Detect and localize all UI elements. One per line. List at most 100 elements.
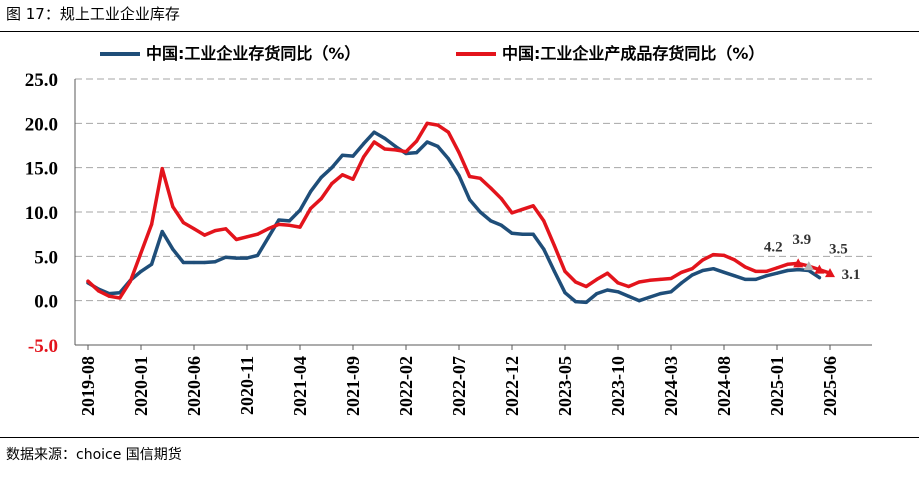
data-point-finished-goods-inventory (468, 174, 472, 179)
data-point-finished-goods-inventory (743, 265, 747, 269)
x-axis-labels: 2019-08 2020-01 2020-06 2020-11 2021-04 2021-… (78, 356, 840, 416)
data-point-finished-goods-inventory (340, 173, 344, 177)
data-point-inventory (796, 268, 800, 272)
footer-divider (0, 437, 919, 438)
y-tick-label: 10.0 (25, 203, 58, 224)
data-point-inventory (160, 229, 164, 234)
legend-swatch-finished-goods (456, 52, 496, 56)
data-point-finished-goods-inventory (192, 227, 196, 231)
data-point-inventory (754, 277, 758, 281)
data-point-inventory (468, 198, 472, 202)
data-point-finished-goods-inventory (224, 227, 228, 231)
data-point-inventory (436, 144, 440, 148)
data-point-finished-goods-inventory (86, 279, 90, 283)
x-tick-label: 2022-07 (449, 356, 469, 416)
data-point-finished-goods-inventory (372, 140, 376, 144)
data-point-finished-goods-inventory (128, 279, 132, 283)
data-point-finished-goods-inventory (605, 271, 610, 275)
y-tick-label: 25.0 (25, 70, 58, 91)
data-point-finished-goods-inventory (97, 289, 101, 293)
data-point-inventory (171, 247, 175, 251)
legend-label-inventory: 中国:工业企业存货同比（%） (146, 44, 361, 63)
legend-item-inventory: 中国:工业企业存货同比（%） (100, 44, 360, 64)
data-point-inventory (595, 292, 599, 296)
data-point-inventory (266, 236, 270, 240)
data-point-finished-goods-inventory (298, 225, 302, 229)
data-point-inventory (733, 274, 737, 278)
x-tick-label: 2019-08 (78, 356, 98, 416)
data-point-inventory (415, 151, 419, 155)
data-point-finished-goods-inventory (711, 253, 716, 257)
y-tick-label: 5.0 (34, 247, 58, 268)
data-point-inventory (701, 268, 705, 273)
data-point-finished-goods-inventory (256, 232, 260, 236)
data-point-inventory (446, 157, 450, 161)
x-tick-label: 2025-01 (767, 356, 787, 416)
legend-swatch-inventory (100, 52, 140, 56)
data-point-inventory (584, 300, 588, 304)
x-tick-label: 2025-06 (820, 356, 840, 416)
data-point-finished-goods-inventory (118, 296, 122, 300)
data-point-inventory (362, 142, 366, 146)
data-point-inventory (192, 260, 196, 265)
figure-title: 图 17：规上工业企业库存 (6, 5, 180, 23)
legend-label-finished-goods: 中国:工业企业产成品存货同比（%） (502, 44, 765, 63)
annotation-labels: 4.2 3.9 3.5 3.1 (764, 232, 861, 283)
data-point-finished-goods-inventory (266, 227, 270, 231)
data-point-inventory (150, 262, 154, 266)
data-point-inventory (616, 290, 620, 294)
data-point-finished-goods-inventory (627, 284, 631, 289)
data-point-inventory (658, 292, 663, 296)
y-axis-labels: 25.0 20.0 15.0 10.0 5.0 0.0 -5.0 (25, 70, 58, 357)
data-point-finished-goods-inventory (171, 205, 175, 209)
data-point-inventory (245, 256, 249, 260)
data-point-inventory (372, 130, 376, 134)
data-point-inventory (340, 153, 344, 157)
data-point-inventory (711, 267, 716, 271)
data-point-finished-goods-inventory (203, 233, 207, 237)
data-point-inventory (563, 291, 567, 295)
data-point-inventory (256, 253, 260, 257)
data-point-inventory (764, 274, 769, 278)
data-point-inventory (521, 232, 525, 236)
data-point-inventory (309, 190, 313, 194)
data-point-inventory (181, 260, 185, 265)
y-tick-label: 15.0 (25, 159, 58, 180)
data-point-inventory (775, 271, 779, 275)
data-point-finished-goods-inventory (510, 211, 514, 215)
data-point-finished-goods-inventory (499, 197, 503, 201)
data-point-inventory (690, 273, 694, 277)
data-point-finished-goods-inventory (139, 251, 143, 255)
x-tick-label: 2022-02 (396, 356, 416, 416)
x-tick-label: 2021-04 (290, 356, 310, 416)
data-point-finished-goods-inventory (425, 121, 429, 125)
x-tick-label: 2023-10 (608, 356, 628, 416)
x-tick-label: 2024-08 (714, 356, 734, 416)
data-point-finished-goods-inventory (764, 269, 769, 273)
data-point-inventory (552, 269, 557, 273)
data-point-inventory (605, 288, 610, 292)
annotation-marker-triangle (793, 258, 804, 268)
data-point-finished-goods-inventory (754, 269, 758, 273)
data-point-finished-goods-inventory (542, 219, 546, 223)
data-point-inventory (510, 231, 514, 235)
data-point-finished-goods-inventory (478, 176, 482, 180)
annotation-marker-triangle (825, 268, 835, 278)
y-tick-label: 20.0 (25, 114, 58, 135)
annotation-markers (793, 258, 835, 278)
data-point-inventory (680, 281, 684, 285)
data-point-finished-goods-inventory (563, 269, 567, 273)
legend-item-finished-goods: 中国:工业企业产成品存货同比（%） (456, 44, 764, 64)
data-point-inventory (542, 247, 546, 251)
data-point-inventory (139, 269, 143, 273)
data-point-finished-goods-inventory (277, 222, 281, 226)
data-point-finished-goods-inventory (616, 281, 620, 285)
data-point-inventory (637, 299, 641, 303)
data-point-finished-goods-inventory (775, 266, 779, 270)
annotation-marker-triangle (814, 264, 825, 274)
data-point-inventory (213, 260, 217, 264)
data-point-finished-goods-inventory (436, 123, 440, 127)
data-point-inventory (298, 208, 302, 212)
data-point-inventory (574, 300, 578, 304)
